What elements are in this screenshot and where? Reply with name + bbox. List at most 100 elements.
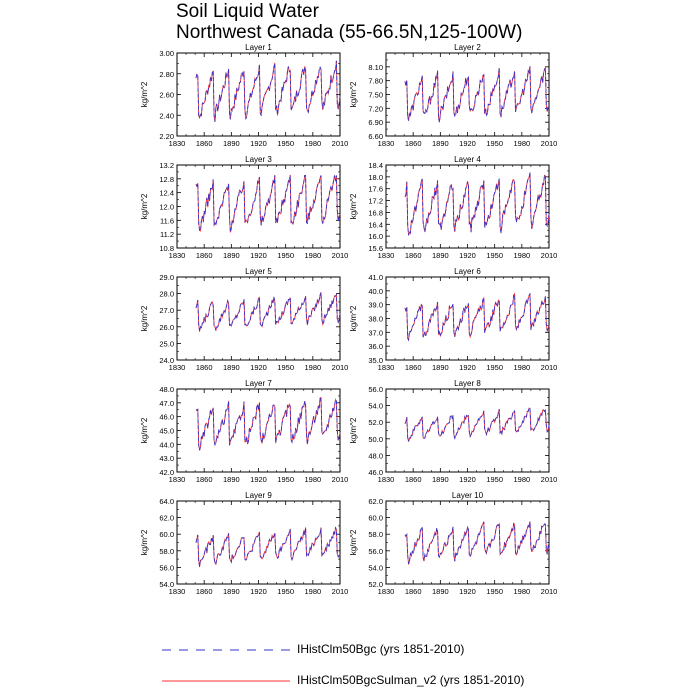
- series-line-bgc: [404, 407, 550, 442]
- y-tick-label: 8.10: [368, 63, 383, 72]
- y-tick-label: 62.0: [368, 497, 383, 506]
- x-tick-label: 1860: [196, 139, 213, 148]
- panel-layer-5: Layer 5 kg/m^2 1830 1860 1890 1920 1950 1980 201…: [140, 267, 348, 372]
- y-tick-label: 54.0: [159, 580, 174, 589]
- y-tick-label: 44.0: [159, 440, 174, 449]
- x-tick-label: 1830: [169, 139, 186, 148]
- y-tick-label: 46.0: [368, 468, 383, 477]
- x-tick-label: 1890: [223, 363, 240, 372]
- x-tick-label: 1890: [432, 363, 449, 372]
- x-tick-label: 1980: [513, 363, 530, 372]
- x-tick-label: 1860: [196, 475, 213, 484]
- y-tick-label: 29.0: [159, 273, 174, 282]
- x-tick-label: 2010: [332, 251, 349, 260]
- y-axis-label: kg/m^2: [349, 81, 358, 107]
- y-tick-label: 56.0: [159, 563, 174, 572]
- y-tick-label: 58.0: [368, 530, 383, 539]
- y-tick-label: 18.0: [368, 173, 383, 182]
- series-line-bgc: [404, 66, 550, 123]
- x-tick-label: 1950: [486, 363, 503, 372]
- x-tick-label: 1890: [432, 587, 449, 596]
- x-tick-label: 1830: [378, 363, 395, 372]
- y-axis-label: kg/m^2: [140, 529, 149, 555]
- y-tick-label: 48.0: [159, 385, 174, 394]
- x-tick-label: 1890: [223, 251, 240, 260]
- y-axis-label: kg/m^2: [140, 305, 149, 331]
- y-tick-label: 7.20: [368, 104, 383, 113]
- panel-title: Layer 8: [454, 379, 481, 388]
- x-tick-label: 2010: [541, 475, 558, 484]
- x-tick-label: 1950: [486, 139, 503, 148]
- y-tick-label: 12.8: [159, 175, 174, 184]
- x-tick-label: 1860: [405, 363, 422, 372]
- y-tick-label: 6.90: [368, 118, 383, 127]
- y-tick-label: 43.0: [159, 454, 174, 463]
- y-tick-label: 26.0: [159, 323, 174, 332]
- x-tick-label: 1920: [459, 587, 476, 596]
- y-tick-label: 60.0: [159, 530, 174, 539]
- x-tick-label: 1860: [405, 251, 422, 260]
- x-tick-label: 1950: [277, 475, 294, 484]
- x-tick-label: 1950: [486, 475, 503, 484]
- series-line-bgc: [404, 521, 550, 565]
- y-tick-label: 54.0: [368, 563, 383, 572]
- x-tick-label: 2010: [541, 139, 558, 148]
- panel-title: Layer 6: [454, 267, 481, 276]
- x-tick-label: 1860: [196, 587, 213, 596]
- series-line-bgc: [195, 60, 341, 122]
- panel-layer-1: Layer 1 kg/m^2 1830 1860 1890 1920 1950 1980 201…: [140, 43, 348, 148]
- y-tick-label: 10.8: [159, 244, 174, 253]
- y-tick-label: 16.8: [368, 208, 383, 217]
- x-tick-label: 1860: [405, 139, 422, 148]
- x-tick-label: 1920: [250, 587, 267, 596]
- y-tick-label: 2.60: [159, 91, 174, 100]
- x-tick-label: 1830: [169, 363, 186, 372]
- y-tick-label: 47.0: [159, 399, 174, 408]
- x-tick-label: 1950: [486, 587, 503, 596]
- y-tick-label: 40.0: [368, 287, 383, 296]
- y-tick-label: 41.0: [368, 273, 383, 282]
- x-tick-label: 1890: [223, 587, 240, 596]
- y-tick-label: 45.0: [159, 427, 174, 436]
- y-tick-label: 42.0: [159, 468, 174, 477]
- panel-title: Layer 2: [454, 43, 481, 52]
- x-tick-label: 1980: [304, 587, 321, 596]
- x-tick-label: 2010: [541, 363, 558, 372]
- legend-label-series-1: IHistClm50Bgc (yrs 1851-2010): [297, 642, 465, 656]
- legend-label-series-2: IHistClm50BgcSulman_v2 (yrs 1851-2010): [297, 673, 525, 687]
- y-tick-label: 12.0: [159, 203, 174, 212]
- x-tick-label: 1890: [432, 251, 449, 260]
- x-tick-label: 1980: [304, 363, 321, 372]
- y-axis-label: kg/m^2: [349, 417, 358, 443]
- x-tick-label: 1950: [277, 587, 294, 596]
- x-tick-label: 1830: [169, 587, 186, 596]
- x-tick-label: 1890: [223, 475, 240, 484]
- x-tick-label: 1980: [513, 139, 530, 148]
- x-tick-label: 1890: [432, 139, 449, 148]
- y-tick-label: 64.0: [159, 497, 174, 506]
- x-tick-label: 1860: [405, 475, 422, 484]
- x-tick-label: 1980: [304, 251, 321, 260]
- x-tick-label: 1860: [196, 363, 213, 372]
- y-tick-label: 16.0: [368, 232, 383, 241]
- y-tick-label: 18.4: [368, 161, 383, 170]
- x-tick-label: 1920: [250, 251, 267, 260]
- x-tick-label: 1830: [378, 251, 395, 260]
- y-tick-label: 60.0: [368, 514, 383, 523]
- y-tick-label: 56.0: [368, 385, 383, 394]
- panel-layer-9: Layer 9 kg/m^2 1830 1860 1890 1920 1950 1980 201…: [140, 491, 348, 596]
- y-tick-label: 27.0: [159, 306, 174, 315]
- x-tick-label: 1830: [169, 475, 186, 484]
- y-tick-label: 7.50: [368, 91, 383, 100]
- y-tick-label: 11.6: [160, 216, 174, 225]
- y-tick-label: 35.0: [368, 356, 383, 365]
- x-tick-label: 1980: [513, 587, 530, 596]
- panel-title: Layer 1: [245, 43, 272, 52]
- panel-title: Layer 7: [245, 379, 272, 388]
- x-tick-label: 1830: [378, 139, 395, 148]
- x-tick-label: 1950: [277, 363, 294, 372]
- x-tick-label: 1950: [277, 139, 294, 148]
- y-axis-label: kg/m^2: [349, 529, 358, 555]
- panel-layer-4: Layer 4 kg/m^2 1830 1860 1890 1920 1950 1980 201…: [349, 155, 557, 260]
- x-tick-label: 1920: [250, 363, 267, 372]
